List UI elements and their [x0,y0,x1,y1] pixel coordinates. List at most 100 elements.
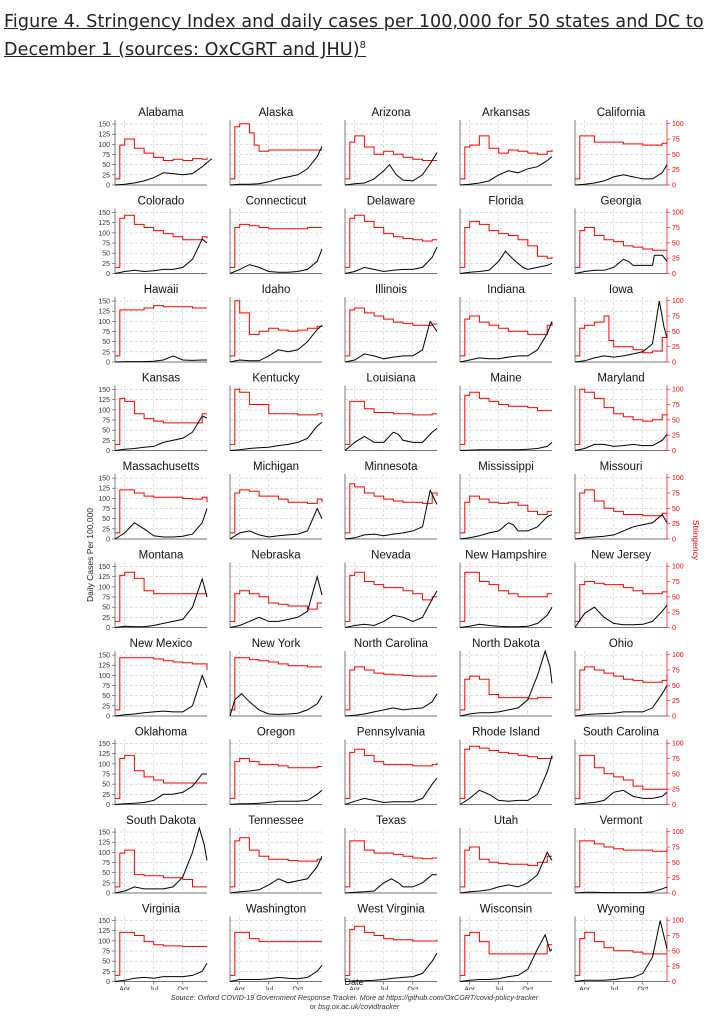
panel-title-mississippi: Mississippi [478,461,534,473]
right-tick-label: 100 [672,475,684,482]
left-tick-label: 125 [98,574,110,581]
x-tick-label: Oct [522,987,533,991]
right-tick-label: 75 [672,491,680,498]
right-tick-label: 75 [672,668,680,675]
left-tick-label: 100 [98,761,110,768]
left-tick-label: 50 [102,251,110,258]
x-tick-label: Jul [494,987,503,991]
stringency-line-kentucky [230,388,323,445]
left-tick-label: 25 [102,615,110,622]
y-axis-label: Daily Cases Per 100,000 [85,508,95,602]
left-tick-label: 0 [106,537,110,544]
left-tick-label: 0 [106,714,110,721]
cases-line-iowa [574,301,668,363]
x-tick-label: Jul [609,987,618,991]
panel-title-ohio: Ohio [609,638,633,650]
left-tick-label: 100 [98,407,110,414]
left-tick-label: 25 [102,703,110,710]
right-tick-label: 0 [672,537,676,544]
left-tick-label: 0 [106,271,110,278]
panel-title-california: California [597,107,646,119]
right-tick-label: 75 [672,845,680,852]
stringency-line-new-york [230,657,322,711]
x-tick-label: Apr [119,987,131,991]
panel-title-missouri: Missouri [600,461,643,473]
left-tick-label: 50 [102,959,110,966]
left-tick-label: 25 [102,261,110,268]
stringency-line-indiana [460,315,553,357]
cases-line-connecticut [229,248,323,274]
panel-title-oregon: Oregon [257,727,295,739]
stringency-line-new-mexico [115,657,208,711]
cases-line-arkansas [459,156,553,186]
right-tick-label: 50 [672,860,680,867]
cases-line-nebraska [229,574,323,628]
panel-title-pennsylvania: Pennsylvania [357,727,426,739]
right-tick-label: 50 [672,329,680,336]
right-tick-label: 25 [672,698,680,705]
left-tick-label: 75 [102,418,110,425]
panel-title-tennessee: Tennessee [248,815,304,827]
cases-line-oregon [229,789,323,805]
x-tick-label: Oct [292,987,303,991]
right-tick-label: 0 [672,625,676,632]
stringency-line-maryland [575,388,668,445]
small-multiples-chart: Alabama 0 25 50 75 100 125 150 Alaska Arizona Arka… [85,107,701,991]
cases-line-south-carolina [574,789,668,805]
panel-title-connecticut: Connecticut [246,196,308,208]
cases-line-montana [114,577,208,628]
x-tick-label: Jul [379,987,388,991]
panel-title-nebraska: Nebraska [251,550,301,562]
stringency-line-south-carolina [575,754,667,799]
stringency-line-nebraska [230,590,322,622]
stringency-line-mississippi [460,495,552,534]
left-tick-label: 75 [102,329,110,336]
x-tick-label: Oct [407,987,418,991]
x-tick-label: Oct [177,987,188,991]
cases-line-washington [229,964,323,982]
figure-title-line-2: December 1 (sources: OxCGRT and JHU) [4,39,360,60]
right-tick-label: 25 [672,256,680,263]
left-tick-label: 100 [98,850,110,857]
cases-line-illinois [344,320,438,363]
figure-title: Figure 4. Stringency Index and daily cas… [4,10,704,62]
stringency-line-west-virginia [345,925,438,976]
left-tick-label: 25 [102,969,110,976]
stringency-line-washington [230,931,322,976]
panel-title-vermont: Vermont [600,815,644,827]
left-tick-label: 125 [98,486,110,493]
right-tick-label: 0 [672,448,676,455]
stringency-line-wyoming [575,931,667,976]
cases-line-massachusetts [114,508,208,540]
right-tick-label: 50 [672,417,680,424]
cases-line-rhode-island [459,755,553,805]
left-tick-label: 50 [102,870,110,877]
left-tick-label: 75 [102,506,110,513]
panel-title-georgia: Georgia [601,196,643,208]
left-tick-label: 100 [98,496,110,503]
panel-title-utah: Utah [494,815,518,827]
stringency-line-montana [115,571,207,622]
cases-line-indiana [459,321,553,363]
left-tick-label: 100 [98,584,110,591]
right-tick-label: 100 [672,298,684,305]
cases-line-alaska [229,146,323,186]
left-tick-label: 125 [98,220,110,227]
panel-title-nevada: Nevada [371,550,411,562]
right-tick-label: 75 [672,402,680,409]
stringency-line-louisiana [345,400,437,445]
x-tick-label: Jul [264,987,273,991]
stringency-line-kansas [115,397,207,445]
left-tick-label: 75 [102,860,110,867]
left-tick-label: 0 [106,802,110,809]
panel-title-arkansas: Arkansas [482,107,530,119]
cases-line-pennsylvania [344,777,438,805]
stringency-line-new-jersey [575,581,668,622]
panel-title-indiana: Indiana [487,284,525,296]
cases-line-nevada [344,590,438,628]
right-tick-label: 0 [672,271,676,278]
cases-line-virginia [114,962,208,982]
cases-line-north-carolina [344,693,438,717]
left-tick-label: 150 [98,476,110,483]
left-tick-label: 125 [98,132,110,139]
